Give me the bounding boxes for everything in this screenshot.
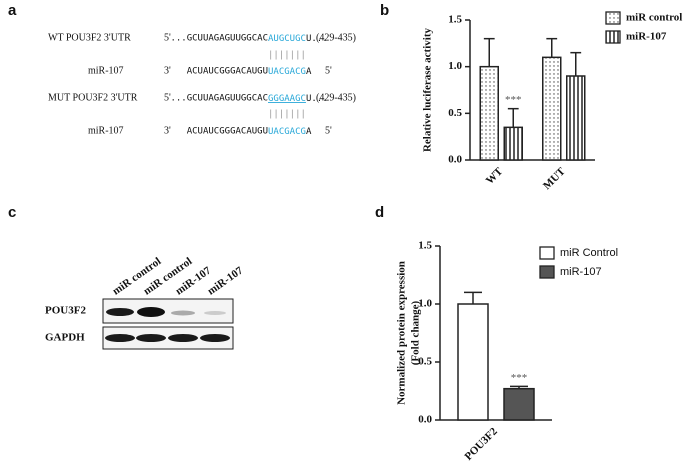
seed-site: UACGACG	[268, 127, 306, 137]
legend-swatch	[605, 30, 621, 44]
lane-label: miR-107	[205, 264, 245, 297]
y-axis-label: Relative luciferase activity	[422, 28, 434, 153]
sequence: A	[306, 67, 312, 77]
bar	[457, 303, 489, 421]
sequence-end: 5'	[164, 92, 171, 103]
bar	[503, 126, 523, 161]
sequence: A	[306, 127, 312, 137]
y-tick-label: 1.5	[448, 14, 462, 26]
legend-label: miR control	[626, 12, 682, 24]
sequence: GGGAAGCU...	[268, 94, 328, 104]
sequence-name: miR-107	[88, 125, 124, 136]
bar	[566, 75, 586, 161]
blot	[102, 298, 234, 350]
y-tick-label: 0.0	[448, 154, 462, 166]
x-tick-label: MUT	[541, 165, 568, 192]
sequence: ...GCUUAGAGUUGGCAC	[170, 34, 268, 44]
row-label: POU3F2	[45, 305, 86, 317]
sequence-name: WT POU3F2 3'UTR	[48, 32, 131, 43]
sequence: ACUAUCGGGACAUGU	[187, 67, 268, 77]
bar	[503, 387, 535, 421]
site-range: (429-435)	[316, 32, 356, 43]
panel-label: a	[8, 2, 17, 19]
panel-label: b	[380, 2, 389, 19]
legend-label: miR-107	[560, 266, 602, 278]
sequence-name: miR-107	[88, 65, 124, 76]
legend-swatch	[539, 265, 555, 279]
pairing: |||||||	[268, 51, 306, 61]
row-label: GAPDH	[45, 332, 85, 344]
sequence-end: 5'	[164, 32, 171, 43]
seed-site: UACGACG	[268, 67, 306, 77]
bar	[542, 56, 562, 161]
significance: ***	[511, 372, 528, 384]
y-tick-label: 1.0	[418, 298, 432, 310]
y-axis-label: (Fold change)	[410, 300, 422, 365]
y-tick-label: 0.0	[418, 414, 432, 426]
seed-site: AUGCUGC	[268, 34, 306, 44]
bar	[479, 65, 499, 161]
x-tick-label: WT	[484, 165, 506, 187]
pairing: |||||||	[268, 110, 306, 120]
band	[168, 334, 198, 342]
sequence-end: 3'	[164, 65, 171, 76]
seed-site: GGGAAGC	[268, 94, 306, 104]
legend-swatch	[539, 246, 555, 260]
band	[200, 334, 230, 342]
significance: ***	[505, 94, 522, 106]
band	[106, 308, 134, 316]
panel-label: c	[8, 204, 16, 221]
sequence: UACGACGA	[268, 127, 312, 137]
legend-swatch	[605, 11, 621, 25]
band	[171, 310, 195, 316]
sequence: ...GCUUAGAGUUGGCAC	[170, 94, 268, 104]
sequence-end: 3'	[164, 125, 171, 136]
band	[137, 307, 165, 317]
sequence: U...	[306, 34, 328, 44]
sequence: U...	[306, 94, 328, 104]
y-tick-label: 0.5	[448, 107, 462, 119]
legend-label: miR Control	[560, 247, 618, 259]
sequence-end: 5'	[325, 65, 332, 76]
sequence-end: 5'	[325, 125, 332, 136]
x-tick-label: POU3F2	[462, 425, 500, 463]
legend-label: miR-107	[626, 31, 667, 43]
y-tick-label: 1.5	[418, 240, 432, 252]
y-axis-label: Normalized protein expression	[396, 261, 408, 405]
sequence-name: MUT POU3F2 3'UTR	[48, 92, 138, 103]
y-tick-label: 1.0	[448, 60, 462, 72]
band	[204, 311, 226, 315]
sequence: AUGCUGCU...	[268, 34, 328, 44]
sequence: UACGACGA	[268, 67, 312, 77]
site-range: (429-435)	[316, 92, 356, 103]
y-tick-label: 0.5	[418, 356, 432, 368]
panel-label: d	[375, 204, 384, 221]
band	[136, 334, 166, 342]
band	[105, 334, 135, 342]
sequence: ACUAUCGGGACAUGU	[187, 127, 268, 137]
